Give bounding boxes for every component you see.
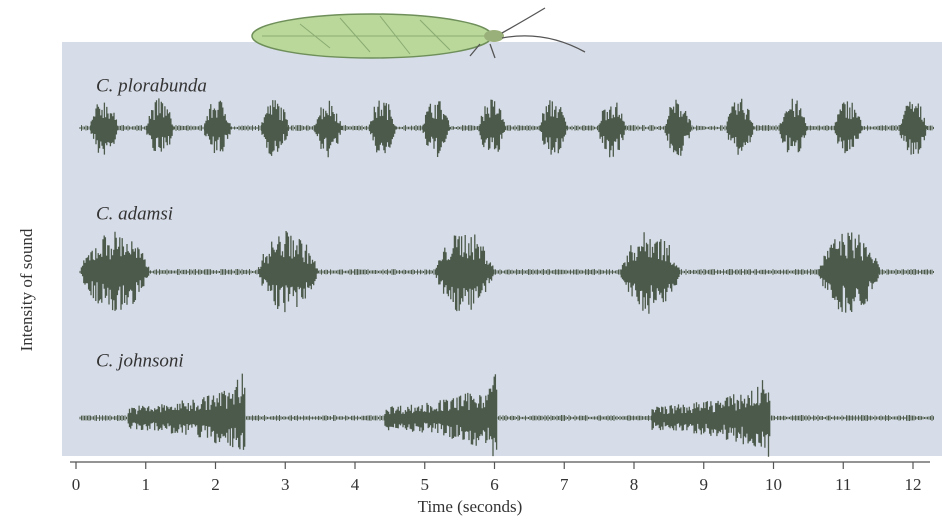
sound-burst bbox=[90, 102, 119, 155]
species-label: C. johnsoni bbox=[96, 350, 184, 371]
sound-burst bbox=[314, 100, 343, 158]
sound-burst bbox=[478, 99, 507, 152]
x-tick-label: 8 bbox=[630, 475, 639, 494]
sound-burst bbox=[899, 101, 928, 155]
species-label: C. adamsi bbox=[96, 203, 173, 224]
sound-burst bbox=[80, 231, 151, 311]
sound-burst bbox=[261, 100, 290, 156]
y-axis-label: Intensity of sound bbox=[17, 228, 36, 351]
sound-burst bbox=[368, 100, 397, 154]
sound-burst bbox=[834, 101, 863, 154]
species-label: C. plorabunda bbox=[96, 75, 207, 96]
x-tick-label: 1 bbox=[142, 475, 151, 494]
sound-burst bbox=[651, 380, 771, 457]
x-tick-label: 6 bbox=[490, 475, 499, 494]
x-tick-label: 0 bbox=[72, 475, 81, 494]
sound-burst bbox=[598, 102, 626, 158]
x-tick-label: 12 bbox=[905, 475, 922, 494]
sound-burst bbox=[204, 100, 232, 153]
sound-burst bbox=[539, 100, 568, 155]
x-tick-label: 11 bbox=[835, 475, 851, 494]
x-tick-label: 3 bbox=[281, 475, 290, 494]
panel bbox=[62, 42, 942, 456]
x-tick-label: 4 bbox=[351, 475, 360, 494]
sound-burst bbox=[257, 231, 318, 313]
sound-burst bbox=[620, 232, 680, 314]
sound-burst bbox=[146, 98, 174, 152]
x-axis-label: Time (seconds) bbox=[418, 497, 523, 516]
x-tick-label: 7 bbox=[560, 475, 569, 494]
sound-burst bbox=[127, 373, 246, 450]
sound-burst bbox=[779, 98, 808, 153]
lacewing bbox=[251, 7, 586, 59]
sound-burst bbox=[818, 232, 880, 313]
sound-burst bbox=[726, 98, 755, 155]
x-tick-label: 10 bbox=[765, 475, 782, 494]
sound-burst bbox=[422, 101, 451, 157]
sound-burst bbox=[384, 374, 498, 457]
x-tick-label: 9 bbox=[700, 475, 709, 494]
x-tick-label: 2 bbox=[211, 475, 220, 494]
sound-burst bbox=[435, 234, 495, 312]
x-tick-label: 5 bbox=[421, 475, 430, 494]
sound-burst bbox=[664, 99, 693, 156]
